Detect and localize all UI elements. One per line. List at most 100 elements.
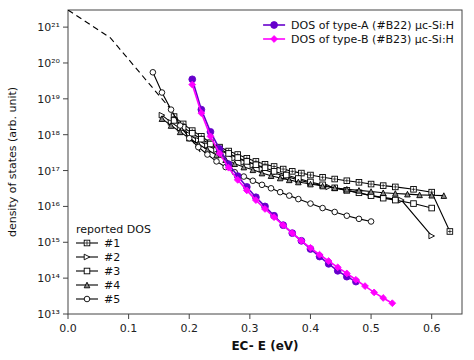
marker-shape [253,162,259,168]
marker-shape [196,144,202,150]
data-point [277,189,283,195]
marker-shape [207,133,214,140]
data-point [380,190,386,196]
marker-shape [216,150,223,157]
marker-shape [316,251,323,258]
marker-shape [320,183,326,189]
marker-plus [272,165,276,169]
data-point [286,193,292,199]
series-line [174,117,450,232]
marker-shape [356,216,362,222]
y-tick-label: 10¹³ [37,308,60,321]
series [68,10,201,153]
marker-shape [241,174,247,180]
data-point [320,205,326,211]
data-point [268,173,274,179]
data-point [259,182,265,188]
data-point [332,176,338,182]
data-point [332,209,338,215]
marker-plus [381,184,385,188]
data-point [356,188,362,194]
data-point [344,178,350,184]
marker-shape [259,170,265,176]
axes: 0.00.10.20.30.40.50.610¹³10¹⁴10¹⁵10¹⁶10¹… [37,21,440,335]
data-point [235,155,241,161]
data-point [380,195,386,201]
series [159,116,446,199]
legend-marker [84,268,90,274]
x-tick-label: 0.5 [362,322,380,335]
x-tick [249,314,250,319]
data-point [429,233,435,239]
data-point [316,251,323,258]
marker-shape [283,172,289,178]
marker-shape [277,175,283,181]
series-line [68,10,201,153]
marker-shape [389,300,396,307]
marker-shape [150,69,156,75]
marker-shape [286,193,292,199]
data-point [243,187,250,194]
marker-shape [332,176,338,182]
marker-shape [344,213,350,219]
marker-shape [308,172,314,178]
marker-shape [380,190,386,196]
series-line [192,79,356,281]
y-tick-label: 10¹⁵ [37,236,60,249]
data-point [280,222,287,229]
marker-shape [411,187,417,193]
marker-shape [271,36,278,43]
marker-shape [205,152,211,158]
data-point [296,179,302,185]
x-tick-label: 0.6 [423,322,441,335]
marker-shape [208,141,214,147]
marker-shape [234,176,241,183]
legend-marker [271,22,278,29]
marker-shape [405,191,411,197]
marker-shape [250,167,256,173]
marker-shape [308,181,314,187]
y-tick-label: 10²¹ [37,21,60,34]
marker-shape [356,180,362,186]
data-point [307,244,314,251]
data-point [441,193,447,199]
data-point [259,170,265,176]
marker-shape [189,81,196,88]
marker-shape [380,183,386,189]
marker-shape [286,177,292,183]
marker-shape [320,174,326,180]
marker-plus [309,173,313,177]
x-tick [431,314,432,319]
data-point [296,196,302,202]
y-tick [63,98,68,99]
data-point [325,258,332,265]
data-point [253,162,259,168]
legend-label: #1 [104,237,120,250]
marker-shape [198,110,205,117]
marker-shape [280,222,287,229]
legend: reported DOS#1#2#3#4#5 [76,223,151,306]
marker-shape [356,188,362,194]
data-point [150,69,156,75]
data-point [405,191,411,197]
marker-shape [334,264,341,271]
marker-shape [344,187,350,193]
data-point [268,186,274,192]
y-tick [63,278,68,279]
y-tick [63,170,68,171]
marker-shape [447,229,453,235]
x-tick-label: 0.0 [59,322,77,335]
x-axis-label: EC- E (eV) [231,339,298,353]
legend-label: DOS of type-A (#B22) μc-Si:H [291,19,454,32]
marker-plus [290,169,294,173]
y-tick-label: 10¹⁹ [37,93,60,106]
marker-shape [84,240,90,246]
legend-marker [84,282,90,288]
marker-shape [186,135,192,141]
marker-shape [271,22,278,29]
data-point [234,176,241,183]
marker-shape [320,205,326,211]
marker-shape [393,184,399,190]
plot-area [68,10,453,307]
marker-shape [214,159,220,165]
